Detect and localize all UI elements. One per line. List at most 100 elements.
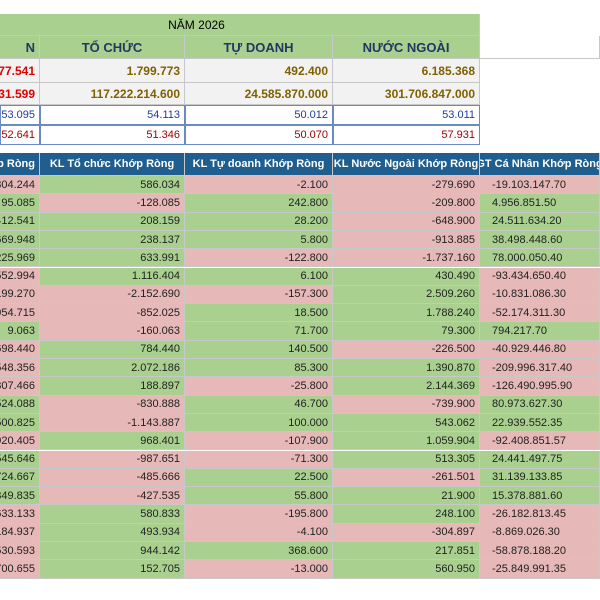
table-value: 633.991: [40, 249, 185, 268]
table-value: 15.378.881.60: [480, 487, 600, 506]
table-value: 669.948: [0, 230, 40, 250]
table-value: -304.897: [333, 523, 480, 542]
table-value: -913.885: [333, 230, 480, 250]
year-title: NĂM 2026: [0, 14, 480, 36]
table-value: 1.059.904: [333, 432, 480, 451]
blank: [480, 36, 600, 59]
table-value: 1.788.240: [333, 304, 480, 323]
table-value: 55.800: [185, 487, 333, 506]
table-value: -157.300: [185, 285, 333, 305]
table-value: 954.715: [0, 304, 40, 323]
table-value: -52.174.311.30: [480, 304, 600, 323]
table-value: 24.441.497.75: [480, 450, 600, 469]
summary-value: 492.400: [185, 59, 333, 83]
summary-value: 6.185.368: [333, 59, 480, 83]
table-value: 78.000.050.40: [480, 249, 600, 268]
summary-value: 54.113: [40, 105, 185, 125]
table-value: 580.833: [40, 505, 185, 524]
table-value: -209.800: [333, 194, 480, 213]
table-value: -126.490.995.90: [480, 377, 600, 396]
table-value: -1.737.160: [333, 249, 480, 268]
table-value: 46.700: [185, 395, 333, 414]
table-value: -19.103.147.70: [480, 176, 600, 195]
table-value: 5.800: [185, 230, 333, 250]
table-value: 430.490: [333, 267, 480, 286]
table-header: hớp Ròng: [0, 153, 40, 176]
table-value: 1.116.404: [40, 267, 185, 286]
table-value: 71.700: [185, 322, 333, 341]
table-value: 38.498.448.60: [480, 230, 600, 250]
table-value: 184.937: [0, 523, 40, 542]
table-value: -195.800: [185, 505, 333, 524]
table-value: 304.244: [0, 176, 40, 195]
table-value: 700.655: [0, 560, 40, 579]
table-value: 248.100: [333, 505, 480, 524]
table-value: -2.152.690: [40, 285, 185, 305]
table-value: -427.535: [40, 487, 185, 506]
table-value: 85.300: [185, 359, 333, 378]
table-value: 349.835: [0, 487, 40, 506]
table-value: 1.390.870: [333, 359, 480, 378]
summary-header: TỔ CHỨC: [40, 36, 185, 59]
table-value: 22.939.552.35: [480, 413, 600, 433]
table-value: -40.929.446.80: [480, 340, 600, 359]
summary-value: 31.599: [0, 83, 40, 105]
table-value: 140.500: [185, 340, 333, 359]
table-value: -93.434.650.40: [480, 267, 600, 286]
table-value: 225.969: [0, 249, 40, 268]
table-value: 530.593: [0, 542, 40, 561]
summary-value: 50.070: [185, 125, 333, 145]
table-value: -209.996.317.40: [480, 359, 600, 378]
table-value: 9.063: [0, 322, 40, 341]
table-value: 724.667: [0, 468, 40, 488]
table-value: 968.401: [40, 432, 185, 451]
summary-header: TỰ DOANH: [185, 36, 333, 59]
table-value: 944.142: [40, 542, 185, 561]
table-value: 586.034: [40, 176, 185, 195]
table-value: -739.900: [333, 395, 480, 414]
table-value: 368.600: [185, 542, 333, 561]
summary-value: 1.799.773: [40, 59, 185, 83]
table-value: -2.100: [185, 176, 333, 195]
table-value: 2.509.260: [333, 285, 480, 305]
table-value: 2.144.369: [333, 377, 480, 396]
table-value: 548.356: [0, 359, 40, 378]
table-value: 920.405: [0, 432, 40, 451]
table-value: 22.500: [185, 468, 333, 488]
summary-value: 53.011: [333, 105, 480, 125]
summary-value: 77.541: [0, 59, 40, 83]
table-value: 238.137: [40, 230, 185, 250]
table-value: -830.888: [40, 395, 185, 414]
table-value: -261.501: [333, 468, 480, 488]
table-value: -10.831.086.30: [480, 285, 600, 305]
table-value: -8.869.026.30: [480, 523, 600, 542]
summary-value: 24.585.870.000: [185, 83, 333, 105]
table-value: 152.705: [40, 560, 185, 579]
table-value: 28.200: [185, 212, 333, 231]
table-value: 100.000: [185, 413, 333, 433]
table-value: 188.897: [40, 377, 185, 396]
table-value: 633.133: [0, 505, 40, 524]
table-value: 21.900: [333, 487, 480, 506]
table-value: 560.950: [333, 560, 480, 579]
table-value: 524.088: [0, 395, 40, 414]
table-value: 545.646: [0, 450, 40, 469]
table-value: 199.270: [0, 285, 40, 305]
table-value: 543.062: [333, 413, 480, 433]
table-value: -987.651: [40, 450, 185, 469]
table-value: -485.666: [40, 468, 185, 488]
table-value: -4.100: [185, 523, 333, 542]
summary-header: NƯỚC NGOÀI: [333, 36, 480, 59]
table-value: 4.956.851.50: [480, 194, 600, 213]
table-value: -107.900: [185, 432, 333, 451]
summary-value: 50.012: [185, 105, 333, 125]
table-header: KL Tự doanh Khớp Ròng: [185, 153, 333, 176]
summary-value: 52.641: [0, 125, 40, 145]
table-value: 412.541: [0, 212, 40, 231]
table-value: 79.300: [333, 322, 480, 341]
table-value: 698.440: [0, 340, 40, 359]
table-value: 500.825: [0, 413, 40, 433]
table-value: 18.500: [185, 304, 333, 323]
summary-value: 53.095: [0, 105, 40, 125]
table-value: -226.500: [333, 340, 480, 359]
